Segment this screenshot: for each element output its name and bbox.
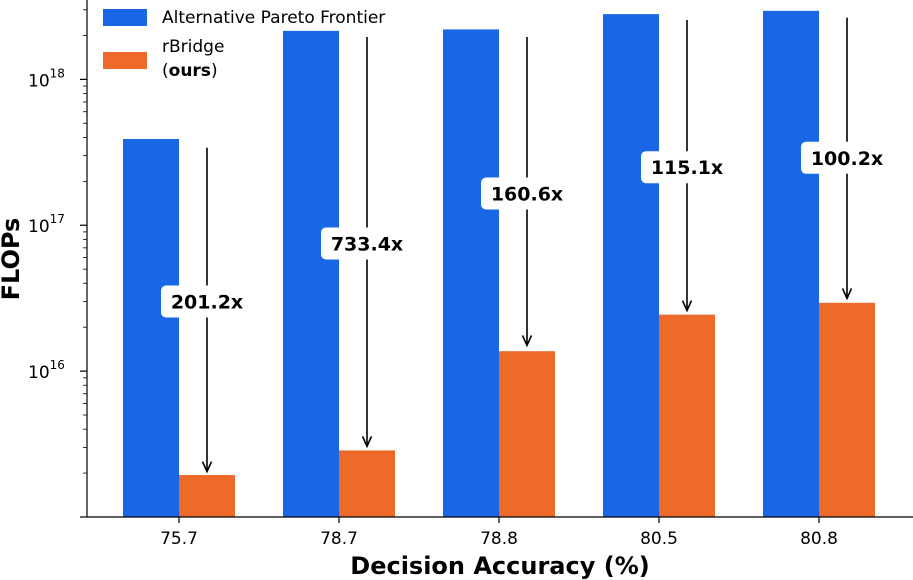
y-tick-label: 1016	[28, 358, 65, 383]
speedup-label-box	[321, 227, 413, 260]
bar-rbridge-78.7	[339, 450, 395, 517]
legend-swatch-rbridge	[103, 52, 147, 69]
arrow-head	[681, 300, 693, 313]
speedup-label: 733.4x	[331, 233, 403, 255]
bar-pareto-78.8	[443, 29, 499, 518]
x-tick-label: 78.7	[320, 529, 358, 549]
y-tick-label: 1018	[28, 66, 65, 91]
y-axis-title: FLOPs	[0, 218, 25, 301]
y-tick-exponent: 17	[50, 212, 65, 226]
x-tick-label: 80.5	[640, 529, 678, 549]
y-tick-base: 10	[28, 217, 50, 237]
x-tick-label: 78.8	[480, 529, 518, 549]
legend-label-rbridge-suffix: (ours)	[162, 61, 218, 81]
speedup-label-box	[161, 285, 253, 318]
bar-pareto-80.8	[763, 10, 819, 517]
speedup-label-box	[481, 177, 573, 210]
bar-rbridge-80.8	[819, 302, 875, 517]
arrow-head	[361, 436, 373, 449]
bar-pareto-80.5	[603, 14, 659, 518]
x-axis-title: Decision Accuracy (%)	[350, 552, 649, 580]
y-tick-label: 1017	[28, 212, 65, 237]
bar-pareto-75.7	[123, 139, 179, 517]
y-tick-exponent: 16	[50, 358, 65, 372]
speedup-label: 115.1x	[651, 157, 723, 179]
x-tick-label: 75.7	[160, 529, 198, 549]
speedup-label-box	[801, 141, 893, 174]
speedup-label: 160.6x	[491, 184, 563, 206]
y-tick-base: 10	[28, 363, 50, 383]
arrow-head	[201, 461, 213, 474]
bar-rbridge-78.8	[499, 351, 555, 517]
bar-pareto-78.7	[283, 30, 339, 517]
legend-label-pareto: Alternative Pareto Frontier	[162, 8, 385, 28]
legend-label-rbridge: rBridge	[162, 37, 224, 57]
speedup-label-box	[641, 151, 733, 184]
legend-suffix-ours: ours	[169, 61, 211, 81]
legend-swatch-pareto	[103, 9, 147, 26]
bar-rbridge-80.5	[659, 314, 715, 517]
speedup-label: 100.2x	[811, 148, 883, 170]
x-tick-label: 80.8	[800, 529, 838, 549]
arrow-head	[841, 288, 853, 301]
speedup-label: 201.2x	[171, 292, 243, 314]
arrow-head	[521, 335, 533, 348]
y-tick-base: 10	[28, 71, 50, 91]
bar-rbridge-75.7	[179, 475, 235, 517]
y-tick-exponent: 18	[50, 66, 65, 80]
